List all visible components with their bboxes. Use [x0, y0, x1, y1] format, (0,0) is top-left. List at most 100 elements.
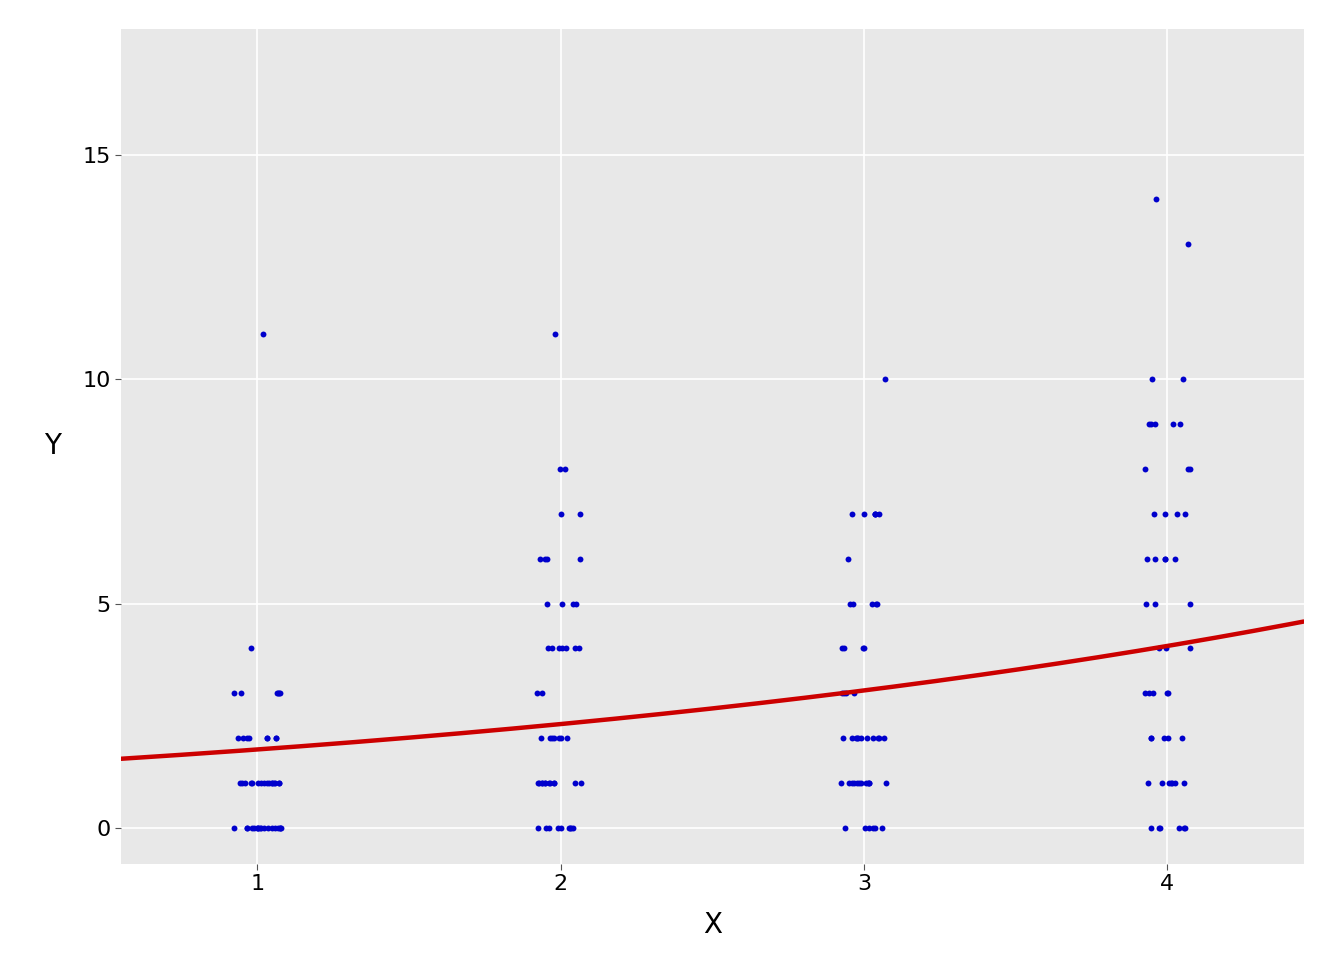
- Point: [257, 731, 278, 746]
- Point: [564, 776, 586, 791]
- Point: [847, 731, 868, 746]
- Point: [551, 640, 573, 656]
- Point: [253, 821, 274, 836]
- Point: [867, 596, 888, 612]
- Point: [551, 731, 573, 746]
- Point: [267, 821, 289, 836]
- Point: [1167, 506, 1188, 521]
- Point: [257, 776, 278, 791]
- Point: [833, 640, 855, 656]
- Point: [238, 731, 259, 746]
- Point: [848, 776, 870, 791]
- Point: [841, 731, 863, 746]
- Point: [269, 776, 290, 791]
- Point: [550, 821, 571, 836]
- Point: [1138, 685, 1160, 701]
- Point: [550, 461, 571, 476]
- Point: [556, 731, 578, 746]
- Point: [564, 640, 586, 656]
- Point: [542, 731, 563, 746]
- Point: [1137, 776, 1159, 791]
- Point: [266, 685, 288, 701]
- Point: [1144, 506, 1165, 521]
- Point: [871, 821, 892, 836]
- Point: [1175, 821, 1196, 836]
- Point: [843, 685, 864, 701]
- Point: [527, 776, 548, 791]
- Point: [230, 776, 251, 791]
- Point: [242, 821, 263, 836]
- Point: [223, 685, 245, 701]
- Point: [835, 821, 856, 836]
- Point: [853, 506, 875, 521]
- Point: [233, 731, 254, 746]
- Point: [1152, 776, 1173, 791]
- Point: [528, 776, 550, 791]
- Point: [246, 821, 267, 836]
- Point: [237, 731, 258, 746]
- Point: [270, 821, 292, 836]
- Point: [1179, 596, 1200, 612]
- Point: [547, 821, 569, 836]
- Point: [1144, 596, 1165, 612]
- Point: [859, 776, 880, 791]
- Point: [1145, 417, 1167, 432]
- Point: [841, 506, 863, 521]
- Point: [847, 776, 868, 791]
- Point: [1134, 685, 1156, 701]
- Point: [837, 551, 859, 566]
- Point: [1144, 551, 1165, 566]
- Point: [1148, 640, 1169, 656]
- Point: [1161, 776, 1183, 791]
- Point: [1163, 417, 1184, 432]
- Point: [1136, 551, 1157, 566]
- Point: [543, 731, 564, 746]
- Point: [531, 776, 552, 791]
- Point: [234, 776, 255, 791]
- Point: [250, 776, 271, 791]
- Point: [265, 731, 286, 746]
- Point: [864, 596, 886, 612]
- Point: [849, 731, 871, 746]
- Point: [266, 731, 288, 746]
- Point: [262, 776, 284, 791]
- Point: [267, 776, 289, 791]
- Point: [254, 776, 276, 791]
- Point: [231, 776, 253, 791]
- X-axis label: X: X: [703, 911, 722, 939]
- Point: [1159, 776, 1180, 791]
- Point: [530, 551, 551, 566]
- Point: [864, 821, 886, 836]
- Point: [258, 776, 280, 791]
- Point: [539, 731, 560, 746]
- Point: [555, 461, 577, 476]
- Point: [855, 821, 876, 836]
- Point: [857, 776, 879, 791]
- Point: [241, 776, 262, 791]
- Point: [570, 776, 591, 791]
- Point: [857, 776, 879, 791]
- Point: [270, 821, 292, 836]
- Point: [1154, 551, 1176, 566]
- Point: [559, 821, 581, 836]
- Point: [258, 821, 280, 836]
- Point: [535, 776, 556, 791]
- Point: [534, 551, 555, 566]
- Point: [1161, 776, 1183, 791]
- Point: [843, 776, 864, 791]
- Point: [857, 821, 879, 836]
- Point: [536, 551, 558, 566]
- Point: [1140, 731, 1161, 746]
- Point: [1157, 685, 1179, 701]
- Point: [1140, 417, 1161, 432]
- Point: [535, 776, 556, 791]
- Point: [223, 821, 245, 836]
- Point: [864, 506, 886, 521]
- Point: [1156, 640, 1177, 656]
- Point: [267, 685, 289, 701]
- Point: [237, 821, 258, 836]
- Point: [1164, 551, 1185, 566]
- Point: [227, 731, 249, 746]
- Point: [543, 776, 564, 791]
- Point: [1173, 776, 1195, 791]
